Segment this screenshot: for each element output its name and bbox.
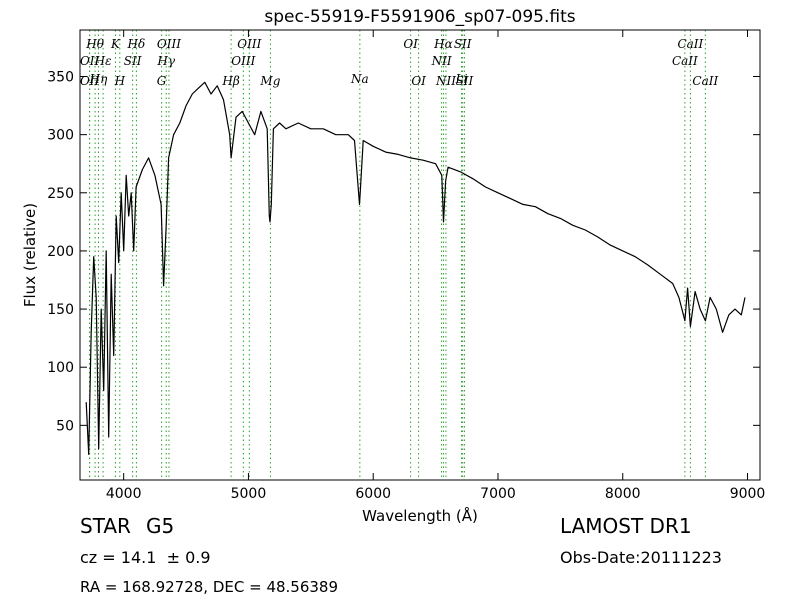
spectral-line-label: Hα: [433, 37, 453, 51]
spectral-line-label: Hθ: [85, 37, 104, 51]
spectral-line-label: G: [157, 74, 167, 88]
spectral-line-label: Hβ: [221, 74, 239, 88]
x-tick-label: 7000: [480, 486, 516, 502]
spectral-line-label: OIII: [237, 37, 261, 51]
spectral-line-label: Hη: [89, 72, 108, 86]
spectral-line-label: OI: [403, 37, 418, 51]
spectral-line-label: H: [114, 74, 126, 88]
y-axis-label: Flux (relative): [21, 203, 39, 307]
object-class: STAR: [80, 514, 131, 538]
spectral-line-label: Hδ: [127, 37, 146, 51]
spectral-line-label: SII: [456, 74, 474, 88]
object-subclass: G5: [146, 514, 175, 538]
survey-name: LAMOST DR1: [560, 514, 692, 538]
x-tick-label: 6000: [355, 486, 391, 502]
x-tick-label: 8000: [605, 486, 641, 502]
x-tick-label: 9000: [730, 486, 766, 502]
y-tick-label: 250: [47, 186, 74, 202]
spectral-line-label: NII: [431, 54, 452, 68]
x-tick-label: 4000: [106, 486, 142, 502]
spectral-line-label: OI: [411, 74, 426, 88]
y-tick-label: 100: [47, 360, 74, 376]
observation-date: Obs-Date:20111223: [560, 548, 722, 567]
chart-title: spec-55919-F5591906_sp07-095.fits: [264, 7, 575, 27]
spectral-line-label: OII: [80, 54, 100, 68]
spectral-line-label: CaII: [677, 37, 703, 51]
spectral-line-label: Hε: [94, 54, 112, 68]
x-tick-label: 5000: [231, 486, 267, 502]
y-tick-label: 300: [47, 128, 74, 144]
spectral-line-label: K: [110, 37, 121, 51]
y-tick-label: 50: [56, 418, 74, 434]
redshift-cz: cz = 14.1 ± 0.9: [80, 548, 211, 567]
spectral-line-label: OIII: [157, 37, 181, 51]
y-tick-label: 200: [47, 244, 74, 260]
spectral-line-label: OII: [80, 74, 100, 88]
spectral-line-label: SII: [124, 54, 142, 68]
spectral-line-label: CaII: [672, 54, 698, 68]
spectrum-series-line: [85, 81, 746, 455]
spectral-line-label: Li: [455, 72, 468, 86]
spectral-line-label: SII: [454, 37, 472, 51]
x-axis-label: Wavelength (Å): [362, 506, 478, 525]
spectral-line-label: Na: [350, 72, 369, 86]
spectral-line-label: Mg: [259, 74, 280, 88]
coordinates: RA = 168.92728, DEC = 48.56389: [80, 578, 339, 596]
spectral-line-label: NII: [435, 74, 456, 88]
spectral-line-label: Hγ: [156, 54, 175, 68]
spectral-line-label: CaII: [692, 74, 718, 88]
y-tick-label: 350: [47, 70, 74, 86]
spectral-line-label: OIII: [231, 54, 255, 68]
y-tick-label: 150: [47, 302, 74, 318]
plot-frame: [79, 29, 761, 481]
